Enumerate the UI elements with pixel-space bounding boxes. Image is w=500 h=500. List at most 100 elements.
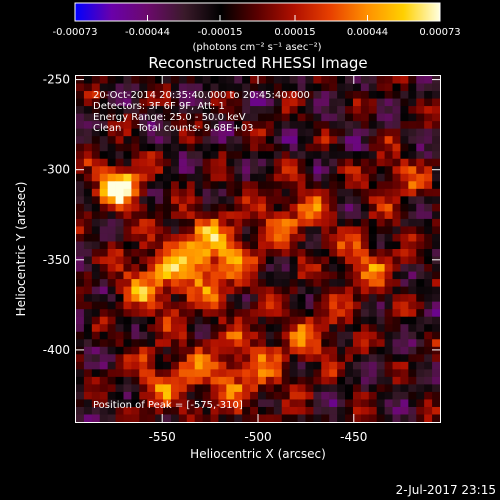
heatmap-cell — [123, 316, 132, 325]
heatmap-cell — [250, 391, 259, 400]
heatmap-cell — [432, 391, 440, 400]
heatmap-cell — [250, 203, 259, 212]
heatmap-cell — [115, 256, 124, 265]
heatmap-cell — [242, 256, 251, 265]
heatmap-cell — [115, 233, 124, 242]
heatmap-cell — [139, 211, 148, 220]
heatmap-cell — [424, 369, 433, 378]
heatmap-cell — [250, 151, 259, 160]
heatmap-cell — [376, 233, 386, 242]
heatmap-cell — [186, 121, 196, 130]
heatmap-cell — [91, 143, 101, 152]
heatmap-cell — [107, 384, 116, 393]
heatmap-cell — [226, 369, 235, 378]
heatmap-cell — [155, 76, 164, 84]
heatmap-cell — [289, 376, 298, 385]
heatmap-cell — [416, 181, 425, 190]
heatmap-image — [76, 76, 440, 422]
heatmap-cell — [210, 241, 219, 250]
heatmap-cell — [258, 166, 267, 175]
heatmap-cell — [281, 324, 291, 333]
heatmap-cell — [170, 271, 180, 280]
heatmap-cell — [265, 128, 275, 137]
heatmap-cell — [392, 324, 401, 333]
heatmap-cell — [289, 316, 298, 325]
heatmap-cell — [384, 233, 393, 242]
heatmap-cell — [305, 361, 314, 370]
heatmap-cell — [352, 143, 362, 152]
colorbar-tick-label: 0.00073 — [419, 27, 460, 38]
heatmap-cell — [258, 91, 267, 99]
heatmap-cell — [368, 406, 378, 415]
heatmap-cell — [408, 241, 417, 250]
heatmap-cell — [218, 384, 227, 393]
heatmap-cell — [186, 399, 196, 408]
heatmap-cell — [76, 324, 85, 333]
heatmap-cell — [313, 188, 322, 197]
heatmap-cell — [337, 196, 346, 205]
heatmap-cell — [392, 173, 401, 182]
heatmap-cell — [281, 98, 291, 107]
heatmap-cell — [123, 106, 132, 115]
heatmap-cell — [258, 158, 267, 167]
heatmap-cell — [139, 151, 148, 160]
heatmap-cell — [329, 279, 338, 288]
heatmap-cell — [321, 339, 330, 348]
heatmap-cell — [424, 324, 433, 333]
heatmap-cell — [91, 279, 101, 288]
heatmap-cell — [258, 399, 267, 408]
heatmap-cell — [218, 143, 227, 152]
heatmap-cell — [123, 331, 132, 340]
heatmap-cell — [139, 286, 148, 295]
heatmap-cell — [281, 414, 291, 422]
heatmap-cell — [337, 166, 346, 175]
heatmap-cell — [250, 158, 259, 167]
heatmap-cell — [297, 361, 306, 370]
heatmap-cell — [76, 151, 85, 160]
heatmap-cell — [368, 173, 378, 182]
heatmap-cell — [297, 369, 306, 378]
heatmap-cell — [115, 399, 124, 408]
heatmap-cell — [289, 264, 298, 272]
heatmap-cell — [392, 354, 401, 363]
heatmap-cell — [297, 98, 306, 107]
heatmap-cell — [400, 294, 409, 303]
heatmap-cell — [313, 309, 322, 318]
heatmap-cell — [329, 399, 338, 408]
heatmap-cell — [360, 264, 370, 272]
heatmap-cell — [400, 391, 409, 400]
heatmap-cell — [392, 113, 401, 122]
heatmap-cell — [305, 143, 314, 152]
heatmap-cell — [416, 369, 425, 378]
heatmap-cell — [155, 324, 164, 333]
heatmap-cell — [218, 136, 227, 145]
heatmap-cell — [83, 369, 93, 378]
heatmap-cell — [337, 264, 346, 272]
heatmap-cell — [273, 361, 283, 370]
heatmap-cell — [376, 136, 386, 145]
heatmap-cell — [400, 406, 409, 415]
heatmap-cell — [416, 211, 425, 220]
heatmap-cell — [368, 309, 378, 318]
heatmap-cell — [155, 151, 164, 160]
heatmap-cell — [218, 188, 227, 197]
heatmap-cell — [242, 91, 251, 99]
heatmap-cell — [139, 203, 148, 212]
heatmap-cell — [360, 218, 370, 227]
colorbar-gradient — [74, 2, 441, 22]
heatmap-cell — [107, 113, 116, 122]
heatmap-cell — [155, 188, 164, 197]
heatmap-cell — [250, 136, 259, 145]
heatmap-cell — [147, 376, 156, 385]
heatmap-cell — [76, 384, 85, 393]
heatmap-cell — [424, 188, 433, 197]
heatmap-cell — [147, 98, 156, 107]
heatmap-cell — [139, 181, 148, 190]
heatmap-cell — [360, 271, 370, 280]
heatmap-cell — [186, 188, 196, 197]
heatmap-cell — [163, 83, 172, 92]
heatmap-cell — [313, 346, 322, 355]
heatmap-cell — [408, 188, 417, 197]
heatmap-cell — [242, 196, 251, 205]
heatmap-cell — [194, 241, 204, 250]
